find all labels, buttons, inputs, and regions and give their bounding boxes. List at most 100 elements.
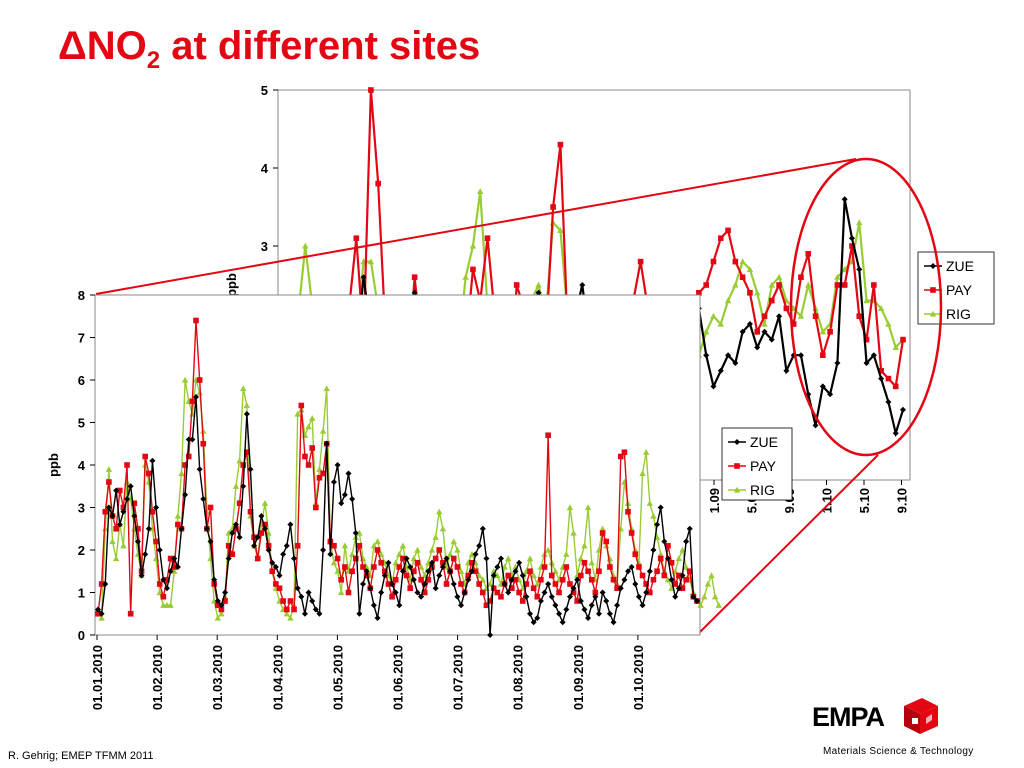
- data-point-zue: [783, 367, 790, 374]
- data-point-zue: [746, 321, 753, 327]
- data-point-rig: [494, 572, 501, 579]
- data-point-pay: [538, 576, 544, 583]
- data-point-zue: [739, 328, 746, 335]
- data-point-pay: [610, 576, 617, 583]
- data-point-pay: [519, 598, 526, 604]
- data-point-zue: [334, 462, 341, 468]
- data-point-zue: [189, 436, 196, 443]
- data-point-pay: [185, 453, 192, 460]
- data-point-rig: [341, 542, 349, 549]
- data-point-zue: [160, 576, 167, 583]
- data-point-zue: [142, 551, 149, 558]
- data-point-pay: [309, 445, 315, 451]
- data-point-zue: [535, 289, 542, 296]
- data-point-pay: [371, 564, 377, 570]
- data-point-pay: [661, 572, 668, 579]
- data-point-rig: [210, 597, 218, 604]
- data-point-zue: [113, 487, 120, 494]
- data-point-rig: [425, 559, 432, 566]
- data-point-zue: [650, 547, 657, 553]
- data-point-rig: [443, 563, 450, 570]
- data-point-zue: [251, 542, 258, 549]
- data-point-pay: [352, 555, 359, 562]
- data-point-pay: [215, 602, 221, 609]
- data-point-zue: [98, 610, 105, 617]
- data-point-rig: [308, 414, 316, 421]
- data-point-zue: [356, 610, 363, 617]
- data-point-pay: [805, 251, 812, 257]
- series-line-pay: [97, 320, 698, 614]
- data-point-pay: [621, 449, 628, 456]
- data-point-zue: [563, 606, 570, 613]
- data-point-zue: [545, 581, 552, 587]
- data-point-pay: [527, 568, 533, 575]
- data-point-pay: [269, 568, 276, 575]
- data-point-zue: [193, 394, 200, 400]
- legend-box: [721, 427, 793, 501]
- data-point-rig: [704, 580, 712, 587]
- data-point-pay: [505, 572, 512, 579]
- data-point-pay: [672, 581, 679, 587]
- y-tick-label: 5: [261, 83, 268, 98]
- data-point-pay: [345, 589, 352, 596]
- data-point-zue: [167, 568, 174, 575]
- data-point-rig: [109, 538, 116, 545]
- data-point-zue: [320, 547, 327, 553]
- data-point-zue: [138, 572, 145, 579]
- data-point-pay: [761, 313, 768, 319]
- data-point-zue: [628, 564, 635, 570]
- data-point-rig: [181, 376, 189, 383]
- data-point-zue: [378, 589, 385, 596]
- data-point-rig: [577, 555, 585, 562]
- data-point-zue: [646, 568, 653, 575]
- data-point-zue: [754, 344, 761, 351]
- data-point-zue: [577, 598, 584, 604]
- data-point-zue: [269, 559, 276, 566]
- data-point-pay: [578, 572, 584, 579]
- data-point-rig: [367, 258, 375, 265]
- data-point-rig: [330, 559, 338, 566]
- data-point-pay: [628, 530, 635, 536]
- data-point-pay: [400, 555, 406, 562]
- data-point-zue: [218, 602, 225, 609]
- data-point-zue: [476, 542, 483, 549]
- data-point-pay: [320, 470, 326, 477]
- data-point-zue: [265, 547, 272, 553]
- data-point-zue: [214, 598, 221, 604]
- data-point-zue: [276, 572, 283, 579]
- data-point-pay: [776, 282, 782, 288]
- company-tagline: Materials Science & Technology: [823, 746, 974, 757]
- y-tick-label: 4: [78, 458, 86, 473]
- data-point-pay: [717, 235, 724, 241]
- data-point-zue: [490, 572, 497, 579]
- data-point-rig: [552, 567, 559, 574]
- y-tick-label: 3: [261, 239, 268, 254]
- data-point-pay: [650, 576, 657, 583]
- data-point-rig: [396, 550, 403, 557]
- data-point-pay: [360, 564, 366, 570]
- data-point-rig: [797, 312, 805, 319]
- data-point-pay: [632, 551, 639, 558]
- data-point-pay: [665, 542, 671, 549]
- foreground-chart: 0 1 2 3 4 5 6 7 8 ppb 01.01.2010 01.02.2010 01.03.20…: [46, 288, 793, 710]
- data-point-zue: [225, 555, 232, 562]
- data-point-zue: [657, 504, 664, 511]
- data-point-zue: [352, 530, 359, 536]
- data-point-zue: [679, 572, 686, 579]
- data-point-rig: [178, 470, 185, 477]
- data-point-zue: [610, 619, 617, 626]
- data-point-pay: [258, 530, 265, 536]
- data-point-rig: [805, 281, 812, 288]
- data-point-rig: [432, 533, 439, 540]
- data-point-pay: [768, 297, 775, 304]
- data-point-pay: [556, 589, 562, 596]
- data-point-pay: [639, 572, 646, 579]
- legend-label-zue: ZUE: [750, 434, 778, 450]
- data-point-zue: [556, 610, 563, 617]
- data-point-rig: [410, 555, 418, 562]
- data-point-pay: [703, 282, 709, 288]
- data-point-zue: [309, 598, 316, 604]
- data-point-zue: [512, 568, 519, 575]
- data-point-pay: [465, 572, 472, 579]
- data-point-pay: [164, 576, 170, 583]
